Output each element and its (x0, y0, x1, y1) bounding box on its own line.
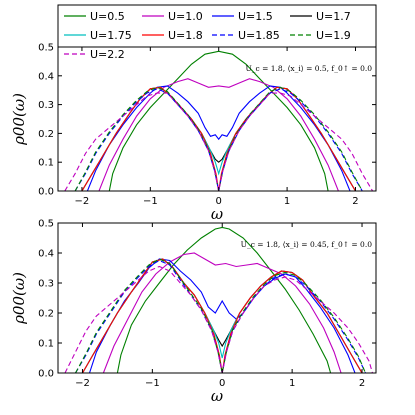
series-line (86, 85, 351, 191)
x-tick-label: 1 (289, 378, 295, 389)
y-tick-label: 0.0 (38, 369, 54, 380)
legend-label: U=1.0 (168, 10, 203, 23)
y-tick-label: 0.3 (38, 279, 54, 290)
x-tick-label: −1 (143, 196, 158, 207)
chart-panel: 0.0 0.1 0.2 0.3 0.4 0.5 −2 −1 0 1 2 ω ρ00(ω) U_c = 1.… (10, 43, 377, 223)
y-axis-label: ρ00(ω) (10, 272, 28, 325)
y-axis-label: ρ00(ω) (10, 93, 28, 146)
legend-item: U=1.0 (142, 10, 203, 23)
legend-item: U=1.5 (212, 10, 273, 23)
x-tick-label: 2 (359, 378, 365, 389)
legend-label: U=2.2 (90, 48, 125, 61)
legend-label: U=1.75 (90, 29, 132, 42)
legend-item: U=1.9 (290, 29, 351, 42)
x-tick-label: 0 (219, 378, 225, 389)
series-group (64, 50, 374, 191)
legend-label: U=1.9 (316, 29, 351, 42)
series-line (116, 226, 332, 373)
legend-item: U=1.7 (290, 10, 351, 23)
legend-label: U=1.7 (316, 10, 351, 23)
x-tick-label: 2 (352, 196, 358, 207)
x-axis-label: ω (211, 387, 223, 405)
y-tick-label: 0.4 (38, 71, 54, 82)
series-line (75, 259, 366, 373)
annotation: U_c = 1.8, ⟨x_i⟩ = 0.5, f_0↑ = 0.0 (245, 64, 372, 73)
y-tick-label: 0.2 (38, 129, 54, 140)
x-axis-label: ω (211, 205, 223, 223)
legend: U=0.5 U=1.0 U=1.5 U=1.7 U=1.75 U=1.8 U=1.85 U=1… (57, 4, 377, 61)
series-line (88, 258, 356, 373)
x-tick-label: 1 (284, 196, 290, 207)
legend-label: U=0.5 (90, 10, 125, 23)
legend-label: U=1.5 (238, 10, 273, 23)
axes-frame (57, 222, 377, 374)
series-line (64, 265, 374, 373)
legend-label: U=1.8 (168, 29, 203, 42)
y-tick-label: 0.4 (38, 249, 54, 260)
x-tick-label: −2 (75, 378, 90, 389)
legend-item: U=1.75 (64, 29, 132, 42)
series-line (98, 78, 339, 191)
legend-item: U=2.2 (64, 48, 125, 61)
x-tick-label: −1 (145, 378, 160, 389)
annotation: U_c = 1.8, ⟨x_i⟩ = 0.45, f_0↑ = 0.0 (241, 240, 373, 249)
axes-frame (57, 46, 377, 192)
series-line (74, 86, 363, 191)
legend-item: U=1.85 (212, 29, 280, 42)
y-tick-label: 0.1 (38, 339, 54, 350)
series-line (108, 50, 329, 191)
x-tick-label: −2 (75, 196, 90, 207)
series-line (81, 86, 356, 191)
y-tick-label: 0.5 (38, 43, 54, 54)
legend-label: U=1.85 (238, 29, 280, 42)
series-line (74, 88, 363, 191)
series-line (75, 258, 367, 373)
series-line (64, 92, 374, 191)
series-line (102, 252, 342, 373)
x-tick-label: 0 (216, 196, 222, 207)
y-tick-label: 0.0 (38, 187, 54, 198)
chart-panel: 0.0 0.1 0.2 0.3 0.4 0.5 −2 −1 0 1 2 ω ρ00(ω) U_c = 1.… (10, 219, 377, 405)
legend-item: U=1.8 (142, 29, 203, 42)
series-group (64, 226, 374, 373)
legend-item: U=0.5 (64, 10, 125, 23)
y-tick-label: 0.2 (38, 309, 54, 320)
series-line (82, 258, 363, 373)
legend-box (57, 4, 377, 48)
y-tick-label: 0.5 (38, 219, 54, 230)
y-tick-label: 0.3 (38, 100, 54, 111)
y-tick-label: 0.1 (38, 158, 54, 169)
